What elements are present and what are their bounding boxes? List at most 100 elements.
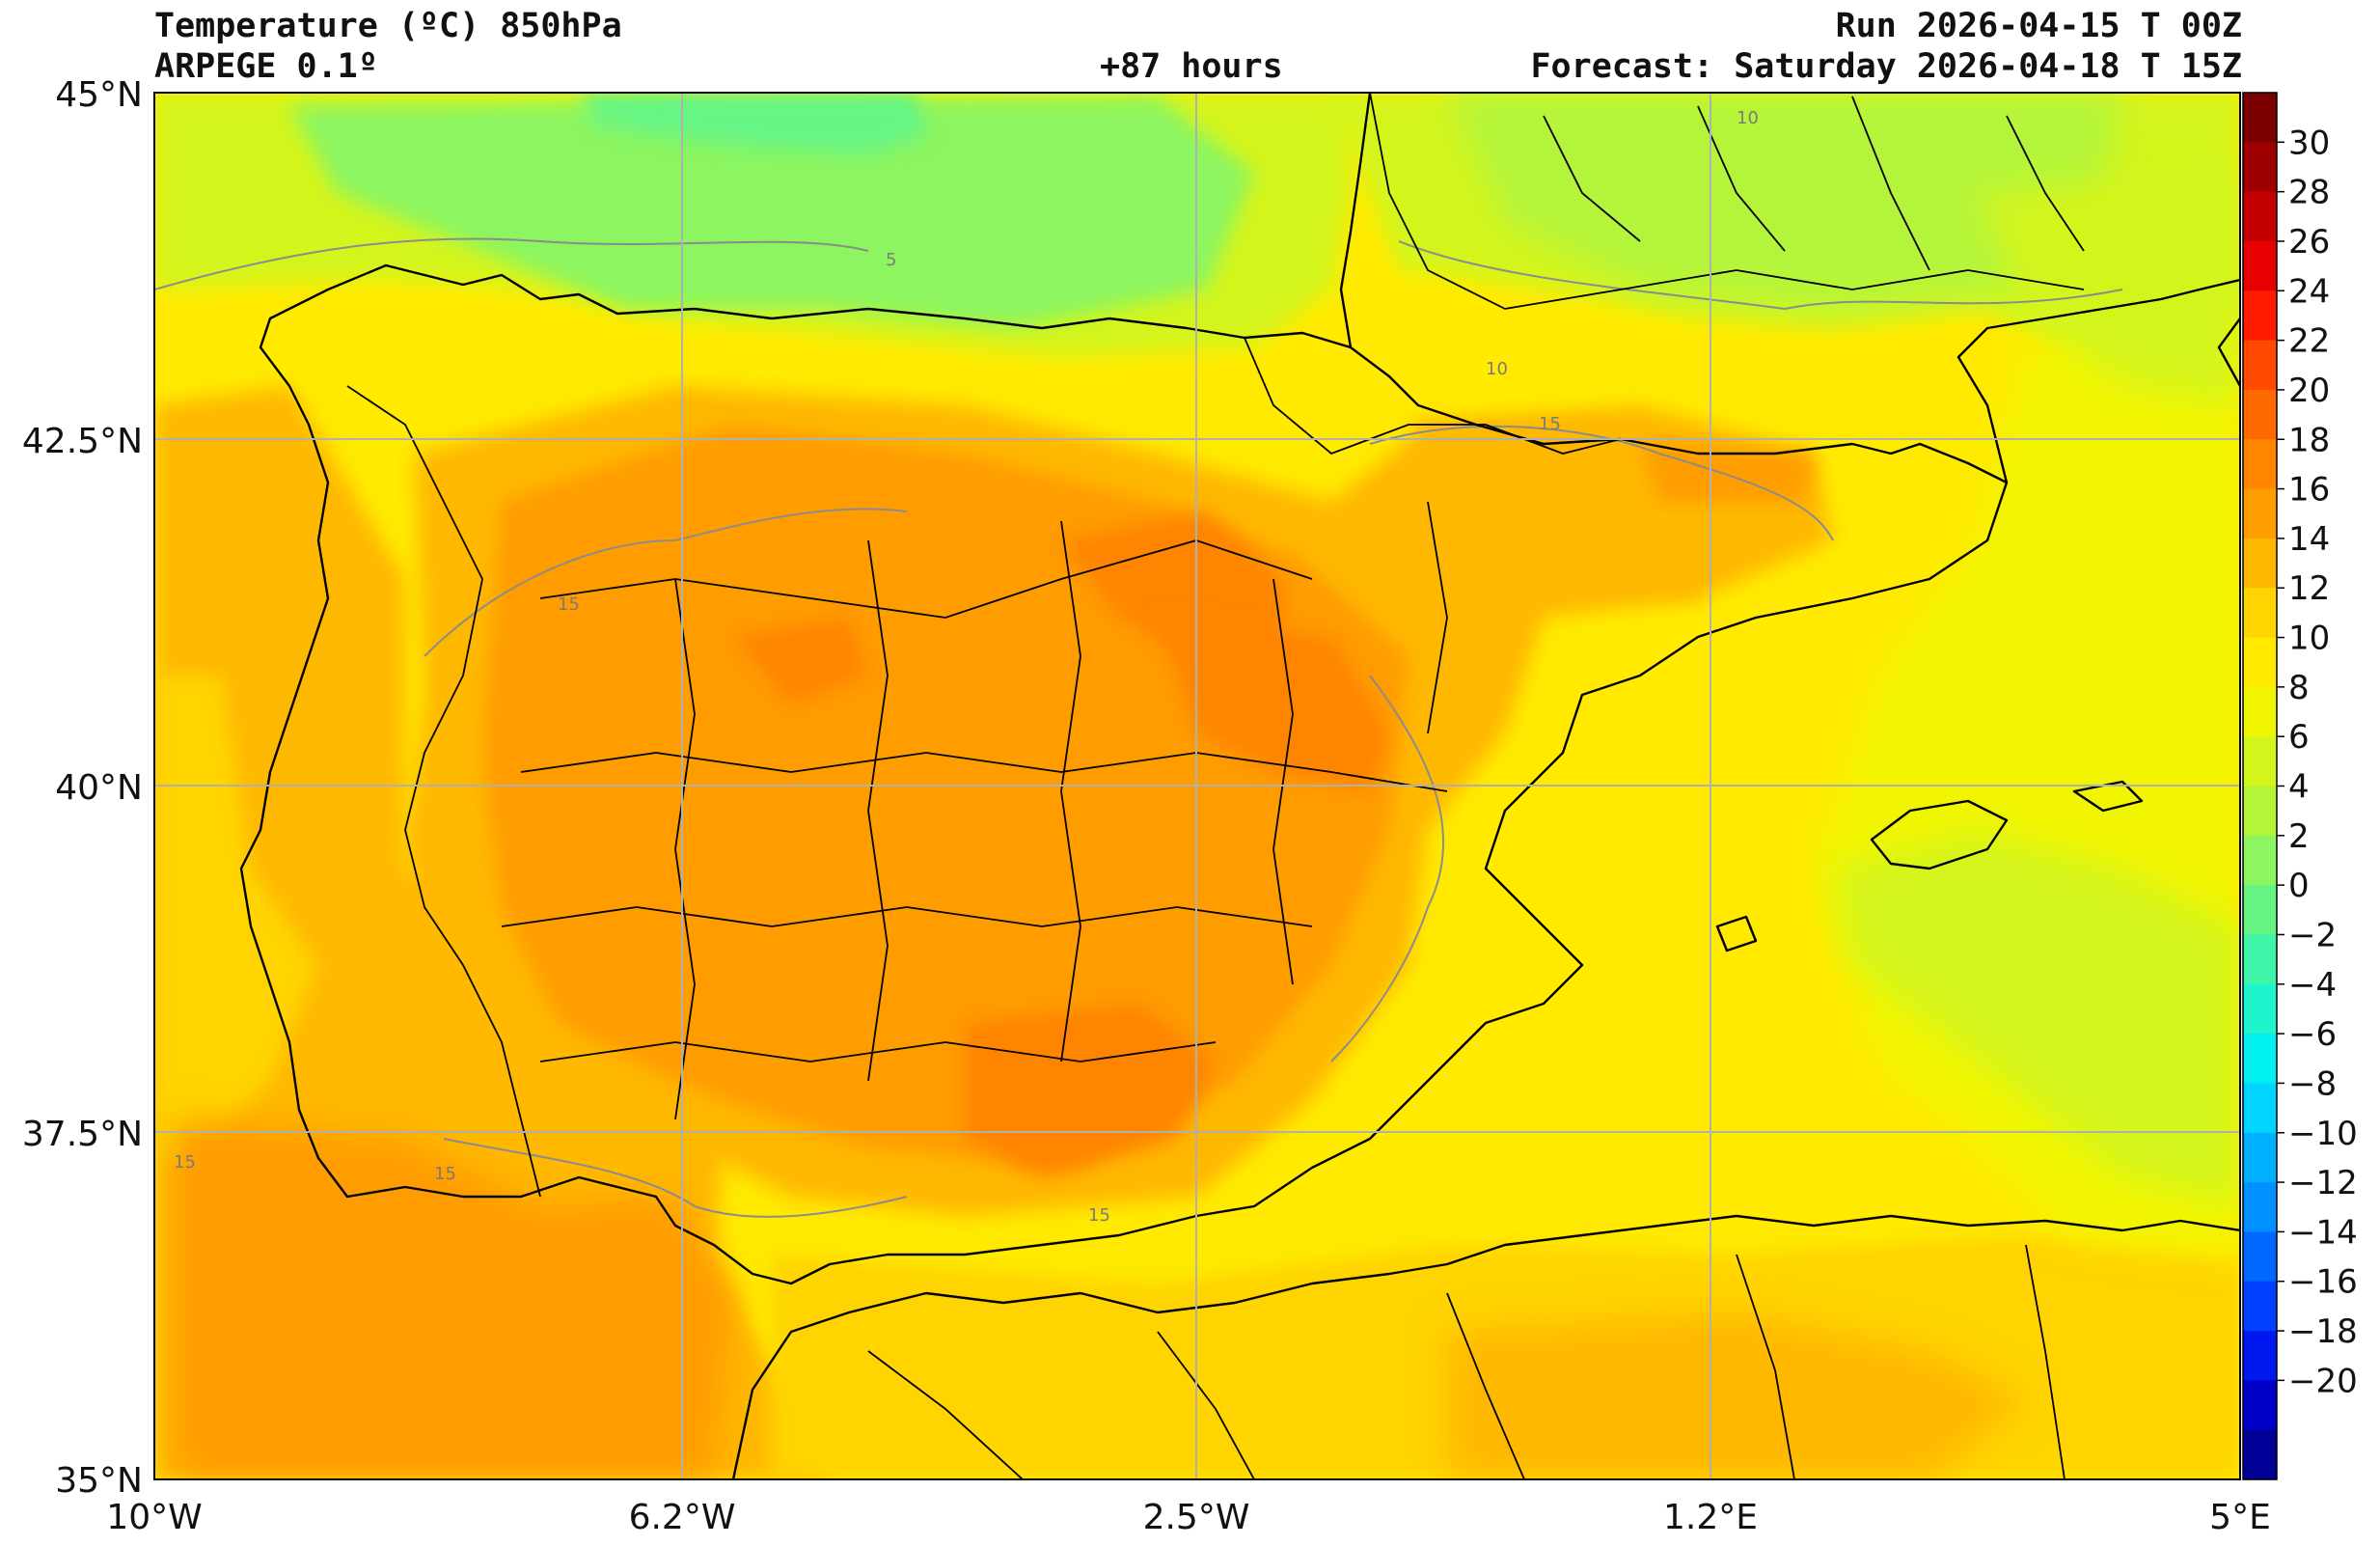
colorbar-swatch xyxy=(2243,1132,2277,1183)
field-med-10-12 xyxy=(1833,830,2240,1206)
isoline-5 xyxy=(154,237,869,290)
coast-north-africa xyxy=(731,1214,2240,1479)
field-biscay-4-6 xyxy=(579,93,926,154)
border-france-depts xyxy=(1543,96,2085,271)
border-province-3 xyxy=(501,906,1313,927)
colorbar-label: 14 xyxy=(2288,520,2330,559)
colorbar-label: 10 xyxy=(2288,620,2330,658)
isoline-label-15e: 15 xyxy=(1088,1205,1110,1226)
colorbar-label: −2 xyxy=(2288,916,2337,954)
model-label: ARPEGE 0.1º xyxy=(154,47,378,86)
border-province-v5 xyxy=(1427,501,1448,734)
map-frame xyxy=(153,92,2241,1480)
field-core-east xyxy=(1158,618,1389,791)
run-label: Run 2026-04-15 T 00Z xyxy=(1835,7,2242,45)
lat-axis: 45°N 42.5°N 40°N 37.5°N 35°N xyxy=(22,75,143,1501)
colorbar-label: 4 xyxy=(2288,768,2310,807)
field-ebro-hot xyxy=(1640,444,1814,502)
colorbar-label: −8 xyxy=(2288,1064,2337,1103)
coast-provence xyxy=(1956,278,2240,483)
colorbar-label: 20 xyxy=(2288,372,2330,410)
colorbar-swatch xyxy=(2243,142,2277,193)
colorbar-label: −10 xyxy=(2288,1115,2358,1153)
colorbar-label: −20 xyxy=(2288,1362,2358,1400)
colorbar-label: −4 xyxy=(2288,966,2337,1005)
colorbar-swatch xyxy=(2243,1182,2277,1232)
lon-tick-label: 1.2°E xyxy=(1663,1498,1758,1537)
chart-title: Temperature (ºC) 850hPa xyxy=(154,7,622,45)
colorbar-swatch xyxy=(2243,885,2277,936)
colorbar-swatch xyxy=(2243,1034,2277,1085)
isoline-label-5: 5 xyxy=(886,250,896,270)
colorbar xyxy=(2242,92,2284,1480)
colorbar-swatch xyxy=(2243,1380,2277,1431)
lon-tick-label: 6.2°W xyxy=(629,1498,736,1537)
coast-france-atlantic xyxy=(1339,93,1372,348)
colorbar-label: −16 xyxy=(2288,1263,2358,1302)
isoline-label-15c: 15 xyxy=(174,1152,196,1173)
isoline-label-10b: 10 xyxy=(1737,108,1759,128)
border-province-v3 xyxy=(1060,520,1081,1063)
isoline-15-north xyxy=(424,508,908,657)
colorbar-swatch xyxy=(2243,340,2277,391)
isoline-label-10: 10 xyxy=(1486,359,1508,379)
lat-tick-label: 45°N xyxy=(55,75,143,115)
colorbar-swatch xyxy=(2243,1429,2277,1480)
isolines xyxy=(154,237,2123,1218)
colorbar-swatch xyxy=(2243,835,2277,886)
colorbar-swatch xyxy=(2243,637,2277,688)
colorbar-label: −12 xyxy=(2288,1164,2358,1202)
isoline-label-15d: 15 xyxy=(434,1164,456,1184)
field-biscay-6-8 xyxy=(289,97,1254,328)
isoline-15-ebro xyxy=(1369,425,1834,541)
colorbar-swatch xyxy=(2243,1083,2277,1134)
lon-tick-label: 5°E xyxy=(2209,1498,2271,1537)
temperature-field: 5 10 10 15 15 15 15 15 xyxy=(154,93,2240,1479)
isoline-label-15: 15 xyxy=(1539,414,1561,434)
border-province-v1 xyxy=(674,578,696,1120)
colorbar-swatch xyxy=(2243,983,2277,1035)
coast-iberia xyxy=(239,263,2009,1285)
colorbar-swatch xyxy=(2243,1331,2277,1381)
lat-tick-label: 35°N xyxy=(55,1461,143,1501)
border-france-regions xyxy=(1369,93,2085,310)
border-province-v4 xyxy=(1272,578,1294,985)
colorbar-swatch xyxy=(2243,1231,2277,1283)
colorbar-label: 22 xyxy=(2288,322,2330,361)
colorbar-label: 28 xyxy=(2288,174,2330,212)
forecast-label: Forecast: Saturday 2026-04-18 T 15Z xyxy=(1530,47,2242,86)
field-core-south xyxy=(965,1004,1216,1177)
colorbar-swatch xyxy=(2243,786,2277,837)
isoline-labels: 5 10 10 15 15 15 15 15 xyxy=(174,108,1759,1226)
colorbar-swatch xyxy=(2243,538,2277,589)
lead-time-label: +87 hours xyxy=(1100,47,1283,86)
colorbar-label: 24 xyxy=(2288,272,2330,311)
colorbar-swatch xyxy=(2243,439,2277,490)
colorbar-swatch xyxy=(2243,588,2277,639)
border-pyrenees xyxy=(1244,337,1622,456)
lat-tick-label: 42.5°N xyxy=(22,422,143,461)
colorbar-label: −18 xyxy=(2288,1312,2358,1351)
coastlines xyxy=(239,93,2240,1479)
colorbar-swatch xyxy=(2243,290,2277,342)
colorbar-swatch xyxy=(2243,240,2277,291)
isoline-label-15b: 15 xyxy=(558,594,580,615)
colorbar-labels: 302826242220181614121086420−2−4−6−8−10−1… xyxy=(2288,124,2358,1400)
field-france-8-10 xyxy=(1447,93,2122,309)
lon-axis: 10°W 6.2°W 2.5°W 1.2°E 5°E xyxy=(106,1498,2271,1537)
field-africa-16 xyxy=(1447,1312,2026,1479)
colorbar-swatch xyxy=(2243,934,2277,985)
field-ligurian xyxy=(1978,174,2240,405)
graticule xyxy=(154,93,2240,1479)
colorbar-label: 18 xyxy=(2288,421,2330,459)
colorbar-swatch xyxy=(2243,736,2277,787)
colorbar-swatch xyxy=(2243,1281,2277,1332)
colorbar-label: 8 xyxy=(2288,669,2310,707)
border-province-v2 xyxy=(867,539,889,1082)
colorbar-label: 26 xyxy=(2288,223,2330,262)
lat-tick-label: 37.5°N xyxy=(22,1115,143,1154)
field-atlantic-16-18 xyxy=(174,1119,733,1479)
field-atlantic-14 xyxy=(154,676,318,1158)
border-province-4 xyxy=(539,1041,1217,1063)
isoline-15-east xyxy=(1330,675,1445,1063)
